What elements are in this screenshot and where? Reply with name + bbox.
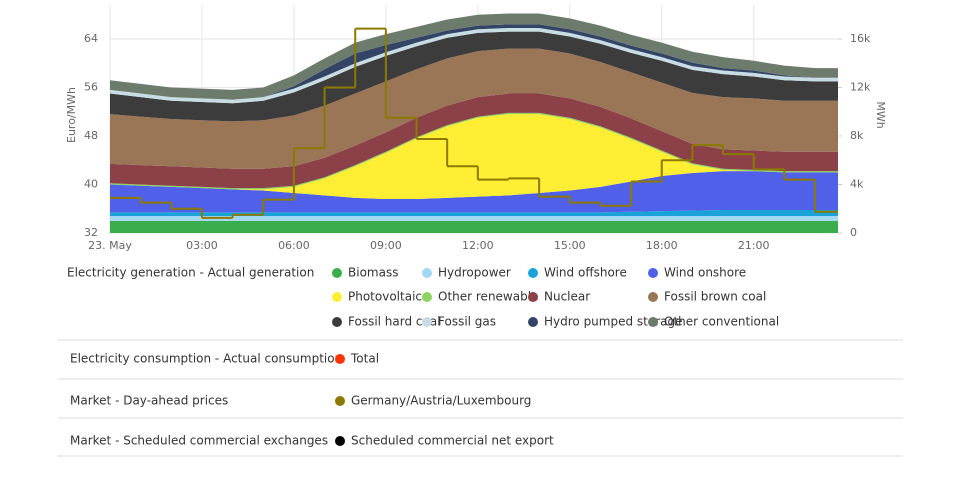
x-tick-label: 06:00 [278,239,310,252]
legend-label[interactable]: Germany/Austria/Luxembourg [351,394,531,408]
legend-title: Electricity consumption - Actual consump… [70,352,342,366]
area [110,209,838,217]
y-tick-label: 64 [84,32,98,45]
legend-title: Market - Scheduled commercial exchanges [70,434,328,448]
x-tick-label: 15:00 [554,239,586,252]
y-tick-label: 56 [84,80,98,93]
legend-label[interactable]: Wind onshore [664,266,746,280]
y2-tick-label: 16k [850,32,871,45]
y-tick-label: 48 [84,129,98,142]
area [110,93,838,189]
area [110,114,838,200]
legend-label[interactable]: Wind offshore [544,266,627,280]
legend-label[interactable]: Other conventional [664,315,779,329]
area [110,216,838,221]
x-tick-label: 12:00 [462,239,494,252]
area [110,48,838,169]
legend-label[interactable]: Photovoltaics [348,290,428,304]
y-tick-label: 32 [84,226,98,239]
legend-dot [528,268,538,278]
legend-label[interactable]: Fossil brown coal [664,290,766,304]
legend-label[interactable]: Hydropower [438,266,511,280]
y-axis-label: Euro/MWh [65,87,78,143]
legend-dot [422,268,432,278]
legend-dot [528,292,538,302]
y2-tick-label: 0 [850,226,857,239]
x-tick-label: 18:00 [646,239,678,252]
legend-dot [335,354,345,364]
legend-dot [332,268,342,278]
legend-label[interactable]: Biomass [348,266,398,280]
legend-dot [648,268,658,278]
x-tick-label: 21:00 [738,239,770,252]
y2-axis-label: MWh [874,101,887,128]
x-tick-label: 09:00 [370,239,402,252]
y-tick-label: 40 [84,177,98,190]
y2-tick-label: 4k [850,177,864,190]
area [110,220,838,233]
legend-label[interactable]: Scheduled commercial net export [351,434,554,448]
x-tick-label: 23. May [88,239,132,252]
legend-label[interactable]: Nuclear [544,290,590,304]
legend-dot [332,317,342,327]
legend-label[interactable]: Fossil hard coal [348,315,441,329]
legend-label[interactable]: Hydro pumped storage [544,315,683,329]
y2-tick-label: 8k [850,129,864,142]
x-tick-label: 03:00 [186,239,218,252]
legend-title: Market - Day-ahead prices [70,394,228,408]
legend-dot [332,292,342,302]
legend-label[interactable]: Fossil gas [438,315,496,329]
legend-dot [648,317,658,327]
legend-dot [335,396,345,406]
legend-dot [528,317,538,327]
legend-dot [648,292,658,302]
area [110,13,838,100]
area [110,31,838,122]
y2-tick-label: 12k [850,80,871,93]
legend-dot [422,317,432,327]
legend-dot [335,436,345,446]
legend-title: Electricity generation - Actual generati… [67,266,314,280]
legend-label[interactable]: Other renewable [438,290,538,304]
legend-label[interactable]: Total [350,352,379,366]
legend-dot [422,292,432,302]
